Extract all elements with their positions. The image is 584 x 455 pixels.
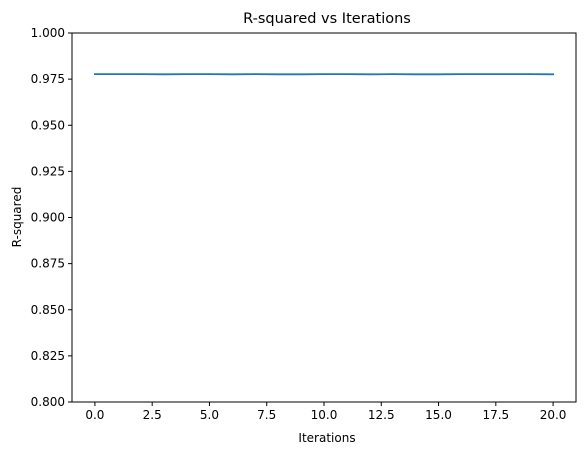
y-axis-label: R-squared [10,187,24,248]
x-tick-label: 2.5 [143,408,162,422]
y-tick-label: 1.000 [31,26,65,40]
x-tick-label: 15.0 [425,408,452,422]
x-tick-label: 7.5 [257,408,276,422]
plot-area [71,32,577,403]
x-tick-label: 17.5 [482,408,509,422]
x-tick-label: 20.0 [540,408,567,422]
x-tick-label: 12.5 [368,408,395,422]
y-tick-label: 0.875 [31,257,65,271]
y-tick-label: 0.950 [31,118,65,132]
y-tick-label: 0.975 [31,72,65,86]
y-tick-label: 0.925 [31,164,65,178]
plot-frame [71,32,577,403]
y-axis-ticks: 0.800 0.825 0.850 0.875 0.900 0.925 0.950 0.975… [31,26,72,409]
x-axis-label: Iterations [298,431,355,445]
y-tick-label: 0.850 [31,303,65,317]
x-tick-label: 10.0 [311,408,338,422]
chart-title: R-squared vs Iterations [243,11,411,27]
y-tick-label: 0.900 [31,211,65,225]
y-tick-label: 0.825 [31,349,65,363]
x-axis-ticks: 0.0 2.5 5.0 7.5 10.0 12.5 15.0 17.5 20.0 [85,402,566,422]
x-tick-label: 5.0 [200,408,219,422]
x-tick-label: 0.0 [85,408,104,422]
y-tick-label: 0.800 [31,395,65,409]
